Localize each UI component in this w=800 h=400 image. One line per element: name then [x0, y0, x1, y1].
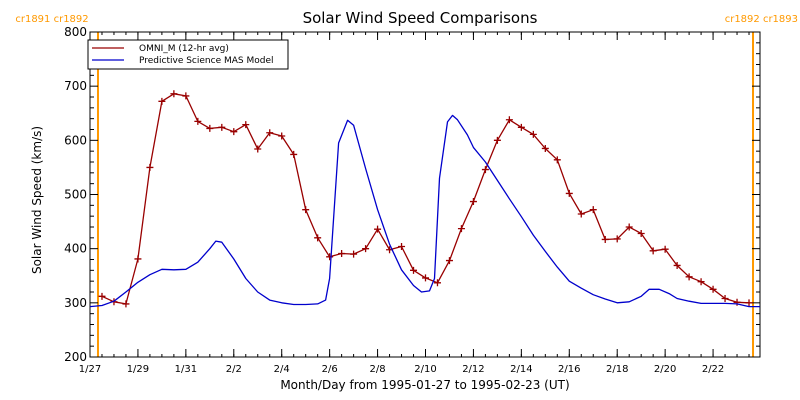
omni-data-point	[314, 234, 322, 242]
omni-data-point	[410, 266, 418, 274]
omni-data-point	[529, 130, 537, 138]
omni-data-point	[541, 144, 549, 152]
omni-data-point	[685, 273, 693, 281]
omni-data-point	[649, 247, 657, 255]
omni-data-point	[589, 206, 597, 214]
omni-data-point	[673, 261, 681, 269]
omni-data-point	[206, 124, 214, 132]
omni-data-point	[469, 198, 477, 206]
omni-data-point	[601, 235, 609, 243]
omni-data-point	[302, 206, 310, 214]
carrington-marker-label: cr1891 cr1892	[15, 14, 88, 25]
x-tick-label: 1/29	[127, 364, 149, 375]
x-tick-label: 1/31	[175, 364, 197, 375]
omni-data-point	[577, 210, 585, 218]
omni-data-point	[170, 90, 178, 98]
y-tick-label: 400	[64, 242, 87, 256]
omni-data-point	[218, 123, 226, 131]
omni-data-point	[493, 136, 501, 144]
x-tick-label: 2/14	[510, 364, 532, 375]
omni-data-point	[721, 295, 729, 302]
omni-data-point	[254, 145, 262, 153]
omni-data-point	[326, 253, 334, 261]
x-tick-label: 2/4	[274, 364, 290, 375]
omni-data-point	[146, 163, 154, 171]
omni-data-point	[230, 128, 238, 136]
omni-data-point	[457, 225, 465, 233]
omni-data-point	[374, 225, 382, 233]
omni-data-point	[505, 116, 513, 124]
omni-data-point	[338, 250, 346, 258]
y-tick-label: 700	[64, 79, 87, 93]
omni-data-point	[613, 235, 621, 243]
x-tick-label: 2/2	[226, 364, 242, 375]
x-axis-label: Month/Day from 1995-01-27 to 1995-02-23 …	[280, 378, 569, 392]
x-tick-label: 2/8	[370, 364, 386, 375]
omni-data-point	[637, 230, 645, 237]
omni-data-point	[517, 123, 525, 131]
omni-data-point	[290, 150, 298, 158]
y-tick-label: 200	[64, 350, 87, 364]
legend-box	[87, 39, 289, 70]
omni-data-point	[745, 299, 753, 307]
legend-label-omni: OMNI_M (12-hr avg)	[139, 44, 229, 54]
x-tick-label: 2/12	[462, 364, 484, 375]
y-axis: 200 300 400 500 600 700 800	[64, 25, 760, 364]
omni-data-point	[445, 257, 453, 265]
omni-data-point	[398, 243, 406, 250]
omni-data-point	[433, 279, 441, 287]
omni-data-point	[194, 117, 202, 125]
omni-data-point	[158, 97, 166, 105]
series-line-omni	[101, 93, 750, 305]
carrington-marker-label: cr1892 cr1893	[725, 14, 798, 25]
omni-data-point	[481, 166, 489, 174]
x-tick-label: 2/10	[414, 364, 436, 375]
x-tick-label: 2/22	[702, 364, 724, 375]
omni-data-point	[182, 92, 190, 100]
x-axis: 1/27 1/29 1/31 2/2 2/4 2/6 2/8 2/10 2/12 2/14 2/16…	[79, 32, 750, 375]
legend-label-model: Predictive Science MAS Model	[139, 56, 274, 66]
series-layer	[89, 90, 760, 308]
y-tick-label: 500	[64, 188, 87, 202]
omni-data-point	[709, 285, 717, 293]
omni-data-point	[553, 156, 561, 164]
x-tick-label: 2/18	[606, 364, 628, 375]
chart-legend: OMNI_M (12-hr avg) Predictive Science MA…	[87, 39, 289, 70]
omni-data-point	[733, 298, 741, 306]
series-line-model	[89, 114, 760, 308]
omni-data-point	[661, 245, 669, 253]
y-tick-label: 800	[64, 25, 87, 39]
omni-data-point	[362, 245, 370, 253]
omni-data-point	[134, 255, 142, 263]
omni-data-point	[266, 129, 274, 137]
omni-data-point	[242, 121, 250, 129]
omni-data-point	[98, 292, 106, 300]
omni-data-point	[122, 300, 130, 308]
x-tick-label: 2/16	[558, 364, 580, 375]
plot-frame	[89, 31, 761, 358]
x-tick-label: 1/27	[79, 364, 101, 375]
omni-data-point	[421, 274, 429, 282]
x-tick-label: 2/6	[322, 364, 338, 375]
omni-data-point	[565, 189, 573, 197]
y-axis-label: Solar Wind Speed (km/s)	[30, 126, 44, 274]
omni-data-point	[625, 223, 633, 231]
omni-data-point	[350, 250, 358, 258]
omni-data-point	[278, 132, 286, 140]
x-tick-label: 2/20	[654, 364, 676, 375]
omni-data-point	[697, 278, 705, 286]
y-tick-label: 600	[64, 133, 87, 147]
chart-title: Solar Wind Speed Comparisons	[303, 9, 538, 27]
y-tick-label: 300	[64, 296, 87, 310]
